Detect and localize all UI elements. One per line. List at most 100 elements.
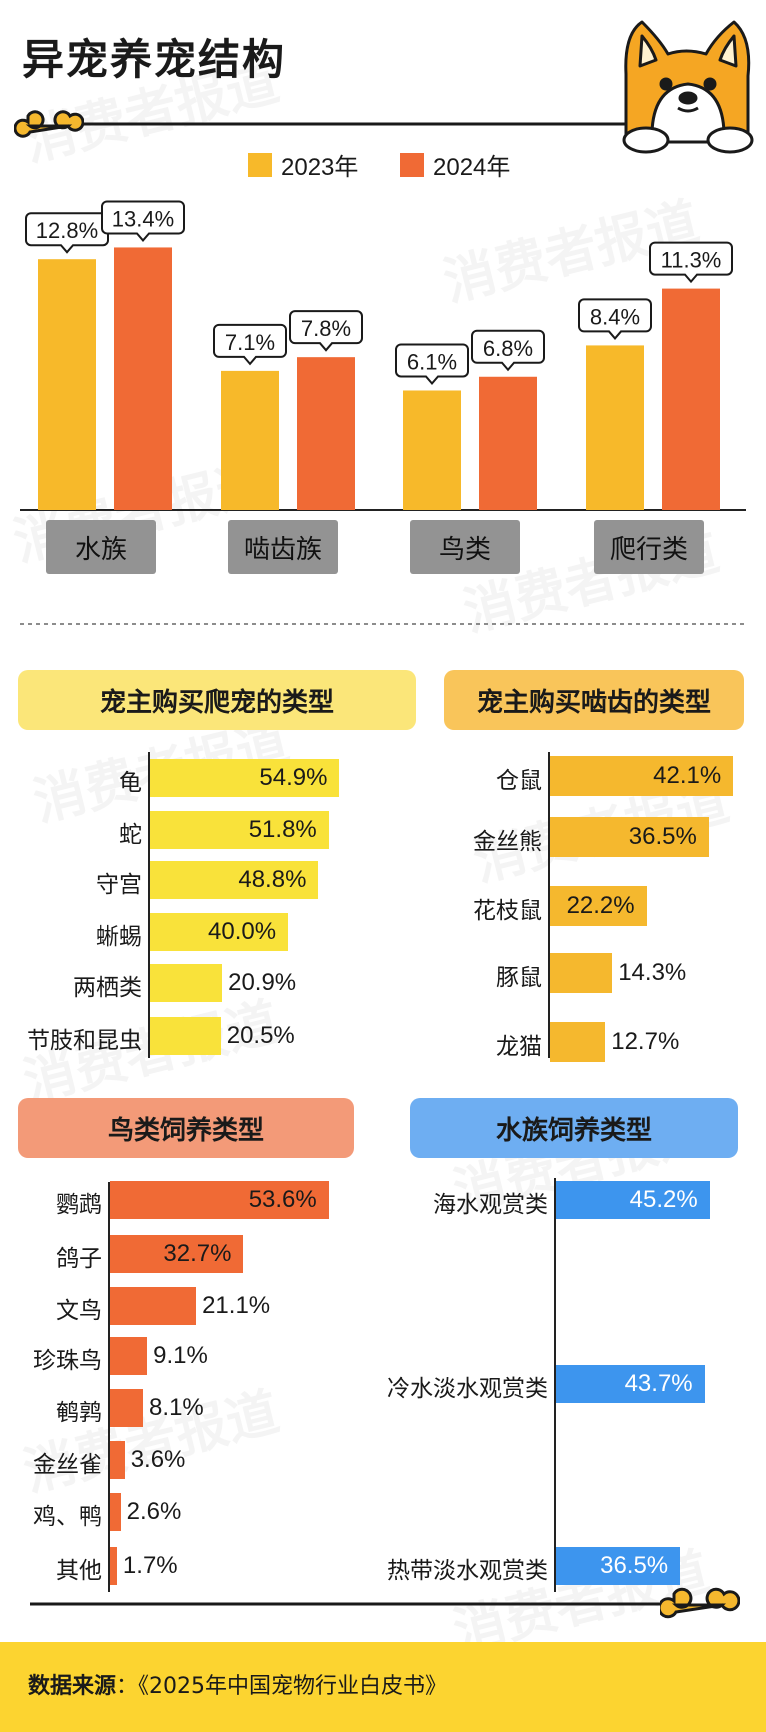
row-label: 两栖类 [73, 975, 142, 1001]
category-label-bird: 鸟类 [410, 520, 520, 574]
bar-3-1 [662, 288, 720, 510]
bar [110, 1235, 244, 1273]
legend-2024: 2024年 [400, 147, 510, 182]
legend-label-2024: 2024年 [433, 154, 511, 181]
bird-section-title: 鸟类饲养类型 [18, 1098, 354, 1158]
reptile-section-title: 宠主购买爬宠的类型 [18, 670, 416, 730]
value-label: 1.7% [122, 1552, 178, 1579]
value-label: 54.9% [259, 764, 328, 791]
aqua-section-title: 水族饲养类型 [410, 1098, 738, 1158]
bar [556, 1365, 705, 1403]
row-label: 豚鼠 [496, 965, 542, 991]
value-label: 32.7% [163, 1240, 232, 1267]
legend-label-2023: 2023年 [281, 154, 359, 181]
value-label: 40.0% [208, 918, 277, 945]
row-label: 守宫 [96, 872, 142, 898]
data-label-1-0: 7.1% [213, 323, 287, 366]
data-source-separator: ： [116, 1674, 139, 1699]
main-bar-chart: 12.8% 13.4% 7.1% 7.8% 6.1% 6.8% 8.4% 11.3% [20, 200, 746, 511]
data-label-text: 6.1% [407, 349, 457, 374]
data-label-2-0: 6.1% [395, 343, 469, 386]
section-divider [20, 623, 746, 625]
bar [550, 1022, 606, 1062]
data-label-text: 7.8% [301, 316, 351, 341]
value-label: 9.1% [153, 1342, 208, 1369]
bar [150, 1017, 221, 1055]
value-label: 45.2% [629, 1186, 698, 1213]
legend-swatch-2024 [400, 152, 424, 177]
bar-3-0 [586, 345, 644, 510]
data-label-text: 6.8% [483, 336, 533, 361]
row-label: 海水观赏类 [433, 1192, 548, 1218]
bar [150, 964, 223, 1002]
data-source-label: 数据来源 [28, 1674, 117, 1699]
bar [150, 811, 329, 849]
bar [556, 1181, 710, 1219]
value-label: 14.3% [618, 959, 687, 986]
data-source: 数据来源：《2025年中国宠物行业白皮书》 [28, 1668, 447, 1700]
value-label: 48.8% [238, 866, 307, 893]
row-label: 冷水淡水观赏类 [387, 1376, 548, 1402]
bar [550, 756, 734, 796]
value-label: 21.1% [202, 1292, 271, 1319]
dog-icon [622, 20, 754, 154]
data-label-text: 8.4% [590, 304, 640, 329]
bar [150, 913, 288, 951]
row-label: 鸡、鸭 [33, 1504, 102, 1530]
row-label: 文鸟 [56, 1298, 102, 1324]
data-source-value: 《2025年中国宠物行业白皮书》 [138, 1674, 448, 1699]
row-label: 热带淡水观赏类 [387, 1558, 548, 1584]
value-label: 51.8% [248, 816, 317, 843]
rodent-section-title: 宠主购买啮齿的类型 [444, 670, 744, 730]
row-label: 花枝鼠 [473, 898, 542, 924]
bar-0-0 [38, 259, 96, 510]
row-label: 鹦鹉 [56, 1192, 102, 1218]
bar-2-1 [479, 376, 537, 510]
header-line [80, 122, 640, 126]
value-label: 20.5% [226, 1022, 295, 1049]
value-label: 36.5% [600, 1552, 669, 1579]
value-label: 8.1% [149, 1394, 204, 1421]
row-label: 鸽子 [56, 1246, 102, 1272]
data-label-3-1: 11.3% [649, 241, 733, 284]
legend-2023: 2023年 [248, 147, 358, 182]
row-label: 鹌鹑 [56, 1400, 102, 1426]
row-label: 蛇 [119, 822, 142, 848]
footer-line [30, 1602, 660, 1606]
data-label-text: 13.4% [112, 206, 174, 231]
data-label-text: 7.1% [225, 330, 275, 355]
data-label-0-1: 13.4% [101, 200, 185, 242]
value-label: 42.1% [653, 762, 722, 789]
bar-0-1 [114, 247, 172, 510]
bar [550, 953, 613, 993]
value-label: 3.6% [130, 1446, 186, 1473]
watermark: 消费者报道 [15, 1370, 285, 1506]
row-label: 节肢和昆虫 [27, 1028, 142, 1054]
axis-line [108, 1182, 110, 1592]
value-label: 12.7% [611, 1028, 680, 1055]
bar [556, 1547, 681, 1585]
page-title: 异宠养宠结构 [22, 35, 287, 84]
bar [550, 817, 709, 857]
bar [150, 861, 319, 899]
category-label-reptile: 爬行类 [594, 520, 704, 574]
bar [110, 1441, 125, 1479]
bar [150, 759, 340, 797]
value-label: 22.2% [566, 892, 635, 919]
data-label-text: 11.3% [661, 248, 722, 273]
data-label-1-1: 7.8% [289, 310, 363, 352]
row-label: 仓鼠 [496, 768, 542, 794]
category-label-aquatic: 水族 [46, 520, 156, 574]
data-label-text: 12.8% [36, 218, 98, 243]
bar-1-1 [297, 357, 355, 510]
legend-swatch-2023 [248, 152, 272, 177]
bar [110, 1547, 117, 1585]
value-label: 36.5% [628, 823, 697, 850]
row-label: 龙猫 [496, 1034, 542, 1060]
value-label: 20.9% [228, 969, 297, 996]
bar [550, 886, 647, 926]
row-label: 蜥蜴 [96, 924, 142, 950]
value-label: 43.7% [624, 1370, 693, 1397]
bar [110, 1389, 144, 1427]
row-label: 龟 [119, 770, 142, 796]
